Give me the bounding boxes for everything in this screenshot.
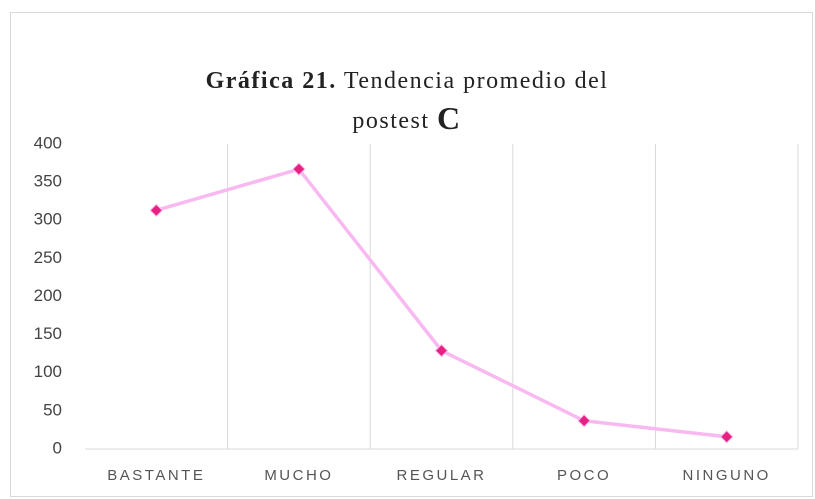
marker: [149, 203, 164, 218]
x-tick-label: POCO: [557, 467, 611, 484]
title-part: postest: [352, 108, 429, 134]
chart-title: Gráfica 21. Tendencia promedio del: [206, 68, 609, 94]
title-part: Tendencia promedio del: [344, 68, 609, 94]
marker: [719, 430, 734, 444]
x-tick-label: MUCHO: [264, 467, 333, 484]
y-tick-label: 300: [34, 210, 62, 229]
marker: [434, 343, 449, 358]
y-tick-label: 100: [34, 362, 62, 381]
y-tick-label: 350: [34, 172, 62, 191]
y-tick-label: 0: [53, 438, 62, 457]
y-tick-label: 50: [43, 400, 62, 419]
x-tick-label: REGULAR: [396, 467, 486, 484]
y-tick-label: 200: [34, 286, 62, 305]
chart-title: postest C: [352, 100, 461, 136]
x-tick-label: BASTANTE: [107, 467, 205, 484]
y-tick-label: 250: [34, 248, 62, 267]
chart-border: [10, 12, 813, 497]
title-part: Gráfica 21.: [206, 68, 337, 94]
y-tick-label: 150: [34, 324, 62, 343]
y-tick-label: 400: [34, 133, 62, 152]
title-part: C: [437, 100, 462, 136]
x-tick-label: NINGUNO: [683, 467, 771, 484]
marker: [292, 162, 306, 176]
marker: [577, 414, 591, 428]
